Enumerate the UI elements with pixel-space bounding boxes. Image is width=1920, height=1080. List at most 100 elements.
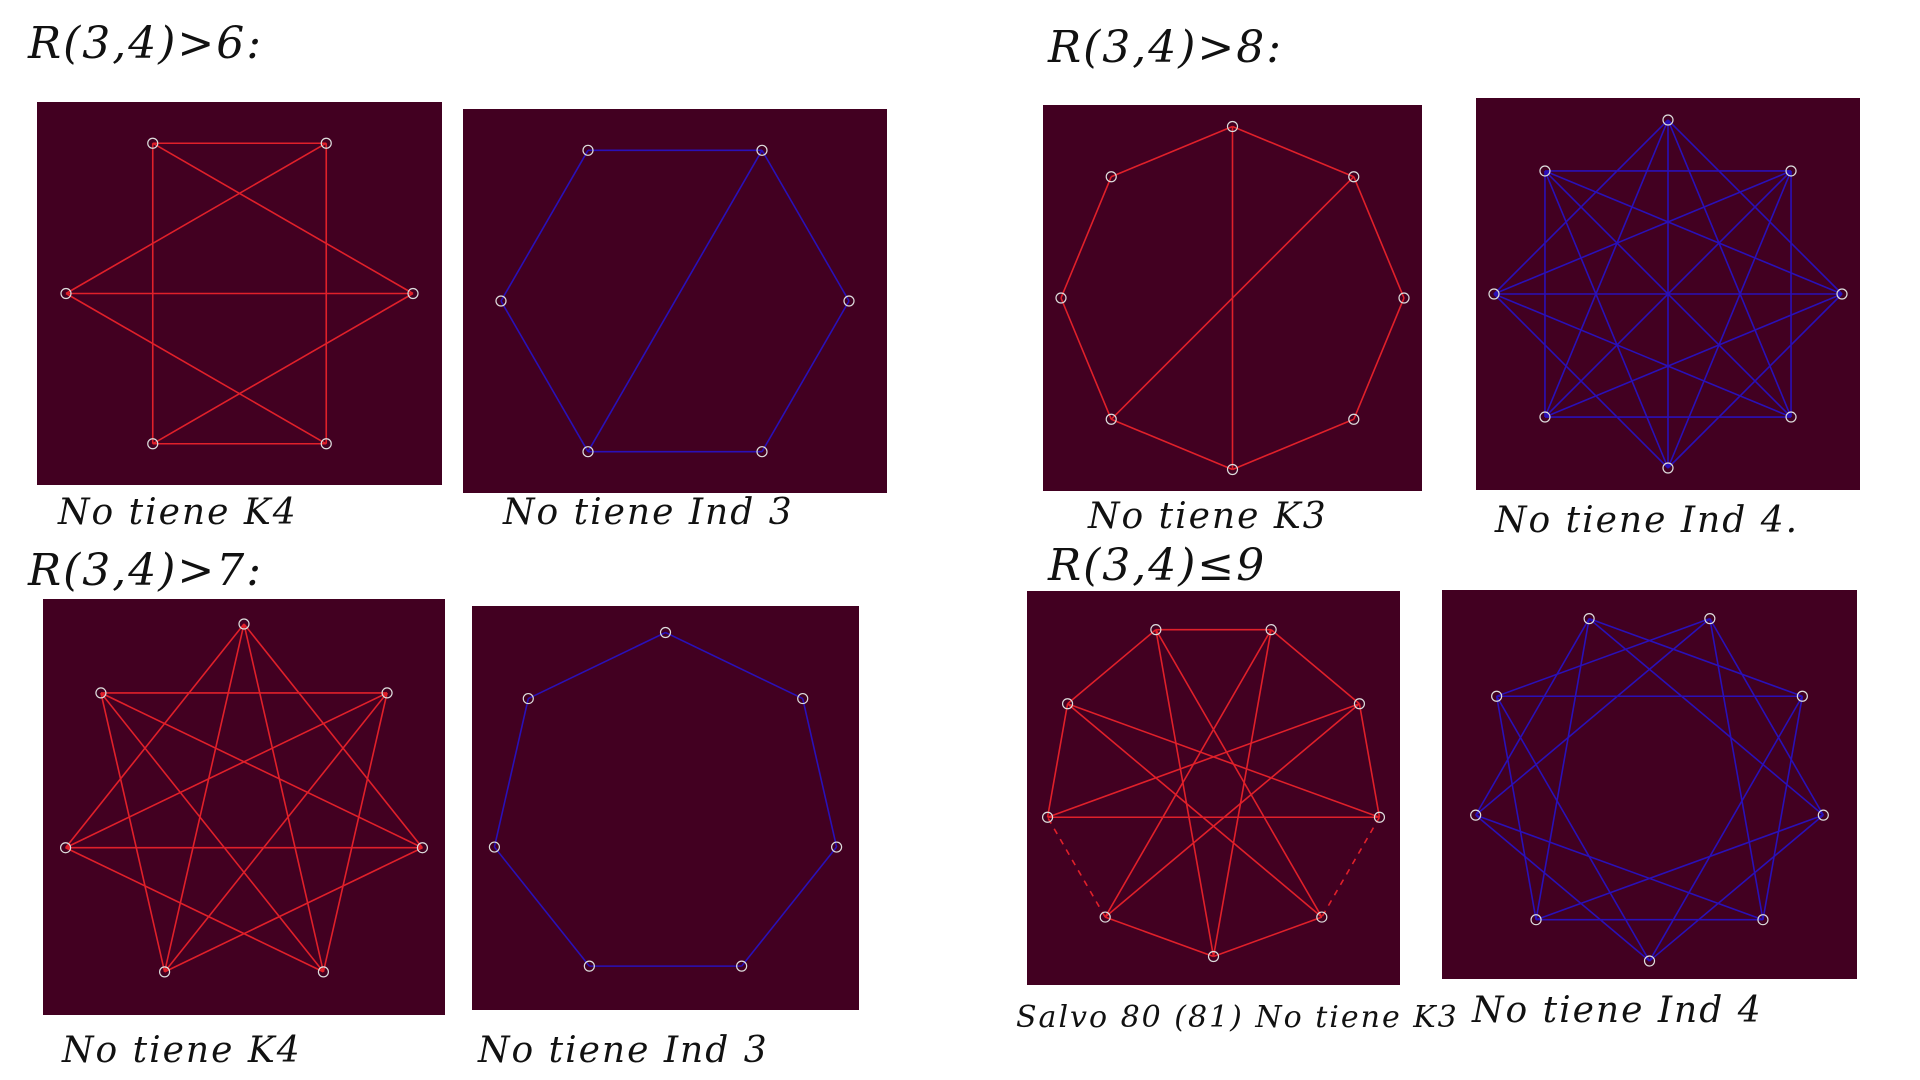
graph-8-red-vertex-2: [1398, 292, 1410, 304]
graph-6-blue-vertex-3: [582, 446, 594, 458]
graph-8-blue: [1476, 98, 1860, 490]
graph-6-red-edge-1-5: [152, 142, 414, 295]
graph-8-red-vertex-5: [1105, 413, 1117, 425]
graph-9-blue-edge-8-2: [1588, 618, 1824, 816]
graph-9-red-vertex-5: [1099, 911, 1111, 923]
graph-9-red-vertex-6: [1041, 811, 1054, 823]
caption-graph-8-red: No tiene K3: [1088, 496, 1328, 537]
graph-9-blue-edge-2-4: [1648, 814, 1824, 962]
graph-7-red-edge-0-3: [243, 623, 325, 973]
graph-9-blue-edge-1-4: [1648, 695, 1804, 962]
graph-7-red-edge-2-4: [164, 847, 423, 973]
graph-9-red-edge-1-5: [1104, 703, 1360, 918]
graph-8-red-edge-1-5: [1110, 176, 1355, 420]
graph-9-blue-edge-5-8: [1535, 618, 1590, 920]
graph-6-blue-edge-4-5: [500, 149, 589, 302]
caption-graph-6-red: No tiene K4: [58, 492, 298, 533]
graph-9-red-edge-5-6: [1046, 816, 1106, 918]
graph-7-blue-edge-4-5: [493, 846, 590, 967]
graph-9-blue-vertex-4: [1643, 955, 1656, 967]
graph-6-red-edge-2-4: [65, 292, 327, 445]
caption-graph-6-blue: No tiene Ind 3: [503, 492, 794, 533]
graph-9-blue-edge-5-7: [1495, 696, 1537, 920]
graph-9-red-edge-8-3: [1155, 629, 1323, 918]
graph-7-blue-edge-1-2: [801, 698, 838, 848]
graph-7-red-edge-3-5: [65, 847, 324, 973]
graph-9-blue-vertex-2: [1817, 809, 1829, 821]
graph-7-red-vertex-0: [238, 618, 250, 630]
graph-6-red-vertex-4: [60, 287, 72, 300]
caption-graph-9-blue: No tiene Ind 4: [1472, 990, 1763, 1031]
graph-6-blue-edge-1-2: [761, 300, 850, 453]
graph-8-red-vertex-7: [1105, 171, 1117, 183]
graph-7-red-edge-3-6: [100, 692, 325, 973]
graph-7-red-vertex-4: [158, 966, 171, 978]
graph-8-red-vertex-0: [1226, 120, 1239, 133]
graph-8-red-vertex-3: [1348, 413, 1360, 425]
graph-6-blue-vertex-4: [495, 295, 507, 307]
graph-6-red-vertex-1: [407, 287, 419, 300]
graph-8-red-edge-6-7: [1060, 176, 1112, 299]
graph-9-red-vertex-1: [1353, 698, 1366, 710]
graph-6-blue-edge-0-3: [587, 149, 763, 453]
graph-9-red: [1027, 591, 1400, 985]
graph-9-red-vertex-4: [1207, 950, 1220, 963]
graph-7-red-vertex-6: [95, 687, 107, 699]
graph-9-red-edge-4-5: [1104, 916, 1214, 958]
graph-8-red-edge-7-0: [1110, 125, 1233, 178]
heading-r34-gt-7: R(3,4)>7:: [28, 545, 264, 596]
graph-7-blue-vertex-1: [797, 692, 809, 705]
graph-7-blue-edge-6-0: [527, 631, 666, 700]
graph-8-red: [1043, 105, 1422, 491]
graph-9-blue-edge-0-2: [1709, 618, 1825, 816]
graph-6-red-vertex-0: [320, 137, 332, 149]
graph-9-red-edge-6-1: [1047, 702, 1360, 819]
graph-6-blue-edge-3-4: [500, 300, 589, 453]
graph-8-blue-vertex-4: [1662, 462, 1674, 474]
graph-8-blue-vertex-3: [1785, 411, 1797, 423]
graph-9-blue-edge-6-8: [1474, 618, 1590, 816]
graph-6-blue-vertex-5: [582, 144, 594, 156]
graph-9-red-vertex-8: [1150, 624, 1162, 636]
graph-8-blue-vertex-6: [1488, 288, 1500, 300]
graph-9-blue-edge-8-1: [1588, 617, 1803, 698]
graph-9-blue-vertex-7: [1491, 690, 1503, 702]
graph-6-red-vertex-2: [320, 438, 332, 450]
graph-8-blue-edge-0-5: [1544, 119, 1669, 418]
graph-8-blue-edge-1-4: [1667, 170, 1792, 469]
graph-6-red-edge-1-3: [152, 292, 414, 445]
graph-8-blue-vertex-5: [1539, 411, 1551, 423]
graph-9-blue-edge-7-0: [1496, 617, 1711, 698]
graph-7-red-vertex-2: [416, 842, 429, 854]
graph-7-red-edge-1-3: [322, 692, 388, 973]
graph-9-red-edge-4-8: [1155, 629, 1215, 957]
graph-6-blue-vertex-1: [843, 295, 855, 307]
graph-9-blue-edge-2-5: [1535, 814, 1824, 921]
graph-7-red-edge-0-5: [64, 623, 245, 849]
graph-7-blue-edge-5-6: [493, 698, 530, 848]
graph-7-red-edge-1-5: [65, 692, 388, 849]
graph-8-blue-vertex-7: [1539, 165, 1551, 177]
graph-7-red-vertex-1: [381, 687, 393, 699]
graph-6-blue-edge-0-1: [761, 149, 850, 302]
graph-9-red-edge-7-2: [1067, 702, 1380, 819]
graph-6-blue-vertex-2: [756, 446, 768, 458]
graph-8-red-edge-2-3: [1353, 297, 1405, 420]
graph-7-red-vertex-5: [59, 842, 72, 854]
graph-6-red: [37, 102, 442, 485]
graph-7-blue: [472, 606, 859, 1010]
caption-graph-7-blue: No tiene Ind 3: [478, 1030, 769, 1071]
heading-r34-gt-6: R(3,4)>6:: [28, 18, 264, 69]
graph-7-blue-edge-2-3: [741, 846, 838, 967]
graph-9-red-vertex-7: [1061, 698, 1074, 710]
graph-8-blue-edge-4-7: [1544, 170, 1669, 469]
graph-8-red-vertex-1: [1348, 171, 1360, 183]
graph-9-red-edge-3-7: [1067, 703, 1323, 918]
graph-9-red-edge-3-4: [1213, 916, 1323, 958]
graph-9-blue-vertex-3: [1757, 914, 1769, 926]
graph-7-red-vertex-3: [317, 966, 330, 978]
graph-9-blue-edge-4-6: [1475, 814, 1651, 962]
graph-8-red-vertex-6: [1055, 292, 1067, 304]
graph-6-blue-vertex-0: [756, 144, 768, 156]
graph-7-blue-vertex-2: [830, 841, 843, 853]
